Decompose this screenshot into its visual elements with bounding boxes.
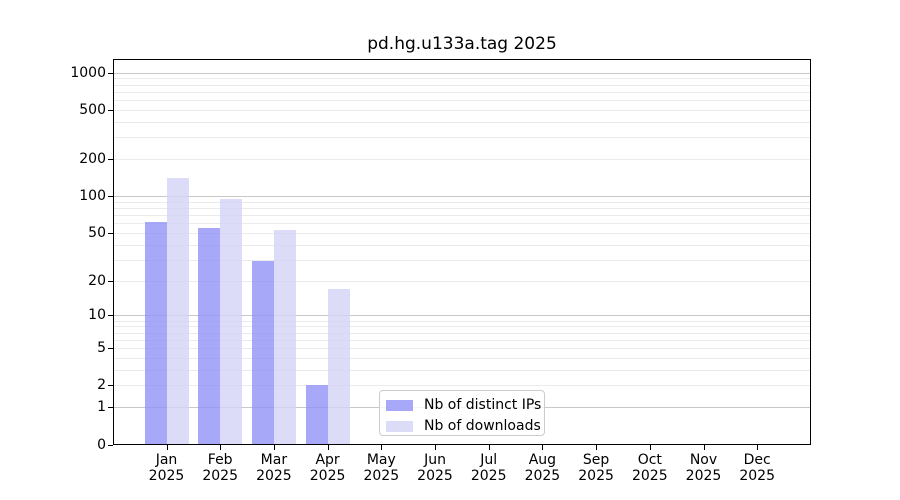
x-tick (542, 445, 544, 450)
x-tick (649, 445, 651, 450)
x-tick-label: Mar 2025 (256, 452, 292, 484)
minor-gridline (114, 109, 810, 111)
chart-title: pd.hg.u133a.tag 2025 (367, 34, 557, 54)
minor-gridline (114, 259, 810, 261)
minor-gridline (114, 78, 810, 80)
y-tick-label: 1 (97, 399, 106, 416)
x-tick (273, 445, 275, 450)
minor-gridline (114, 91, 810, 93)
x-tick (703, 445, 705, 450)
minor-gridline (114, 100, 810, 102)
minor-gridline (114, 280, 810, 282)
minor-gridline (114, 320, 810, 322)
bar-distinct-ips (251, 261, 274, 444)
bar-distinct-ips (305, 385, 328, 444)
bar-downloads (220, 198, 243, 444)
y-tick (108, 385, 113, 387)
x-tick-label: Sep 2025 (578, 452, 614, 484)
bar-downloads (166, 178, 189, 444)
y-tick (108, 109, 113, 111)
x-tick (757, 445, 759, 450)
minor-gridline (114, 385, 810, 387)
legend-label-downloads: Nb of downloads (424, 418, 541, 434)
bar-distinct-ips (144, 222, 167, 444)
downloads-swatch-icon (386, 420, 413, 432)
y-tick-label: 0 (97, 436, 106, 453)
minor-gridline (114, 232, 810, 234)
x-tick (488, 445, 490, 450)
x-tick (166, 445, 168, 450)
minor-gridline (114, 348, 810, 350)
minor-gridline (114, 326, 810, 328)
minor-gridline (114, 84, 810, 86)
legend-item-downloads: Nb of downloads (386, 417, 544, 435)
x-tick-label: Nov 2025 (685, 452, 722, 484)
y-tick-label: 1000 (70, 64, 106, 81)
y-tick-label: 20 (88, 272, 106, 289)
x-tick-label: Jul 2025 (470, 452, 507, 484)
y-tick (108, 315, 113, 317)
x-tick-label: Apr 2025 (309, 452, 346, 484)
plot-area: Nb of distinct IPs Nb of downloads (113, 59, 811, 445)
minor-gridline (114, 223, 810, 225)
bar-downloads (327, 288, 350, 444)
legend-label-distinct-ips: Nb of distinct IPs (424, 397, 542, 413)
x-tick (596, 445, 598, 450)
x-tick-label: Jan 2025 (148, 452, 185, 484)
y-tick (108, 72, 113, 74)
minor-gridline (114, 207, 810, 209)
minor-gridline (114, 339, 810, 341)
x-tick (220, 445, 222, 450)
major-gridline (114, 315, 810, 317)
y-tick-label: 10 (88, 307, 106, 324)
y-tick-label: 500 (79, 101, 106, 118)
minor-gridline (114, 201, 810, 203)
minor-gridline (114, 244, 810, 246)
minor-gridline (114, 159, 810, 161)
x-tick-label: Jun 2025 (417, 452, 453, 484)
minor-gridline (114, 369, 810, 371)
y-tick-label: 5 (97, 340, 106, 357)
y-tick-label: 50 (88, 224, 106, 241)
y-tick (108, 348, 113, 350)
minor-gridline (114, 137, 810, 139)
y-tick-label: 100 (79, 188, 106, 205)
major-gridline (114, 72, 810, 74)
legend-item-distinct-ips: Nb of distinct IPs (386, 396, 544, 414)
x-tick-label: May 2025 (363, 452, 400, 484)
y-tick (108, 232, 113, 234)
x-tick-label: Aug 2025 (524, 452, 561, 484)
major-gridline (114, 196, 810, 198)
x-tick-label: Feb 2025 (202, 452, 238, 484)
distinct-ips-swatch-icon (386, 399, 413, 411)
x-tick-label: Dec 2025 (739, 452, 775, 484)
x-tick (327, 445, 329, 450)
minor-gridline (114, 332, 810, 334)
legend: Nb of distinct IPs Nb of downloads (379, 390, 545, 436)
bar-distinct-ips (198, 227, 221, 444)
bar-downloads (273, 229, 296, 444)
y-tick (108, 444, 113, 446)
y-tick (108, 280, 113, 282)
minor-gridline (114, 215, 810, 217)
minor-gridline (114, 357, 810, 359)
minor-gridline (114, 121, 810, 123)
x-tick (435, 445, 436, 450)
x-tick-label: Oct 2025 (631, 452, 668, 484)
y-tick (108, 159, 113, 161)
y-tick (108, 196, 113, 198)
y-tick (108, 407, 113, 409)
y-tick-label: 2 (97, 377, 106, 394)
x-tick (381, 445, 383, 450)
y-tick-label: 200 (79, 151, 106, 168)
